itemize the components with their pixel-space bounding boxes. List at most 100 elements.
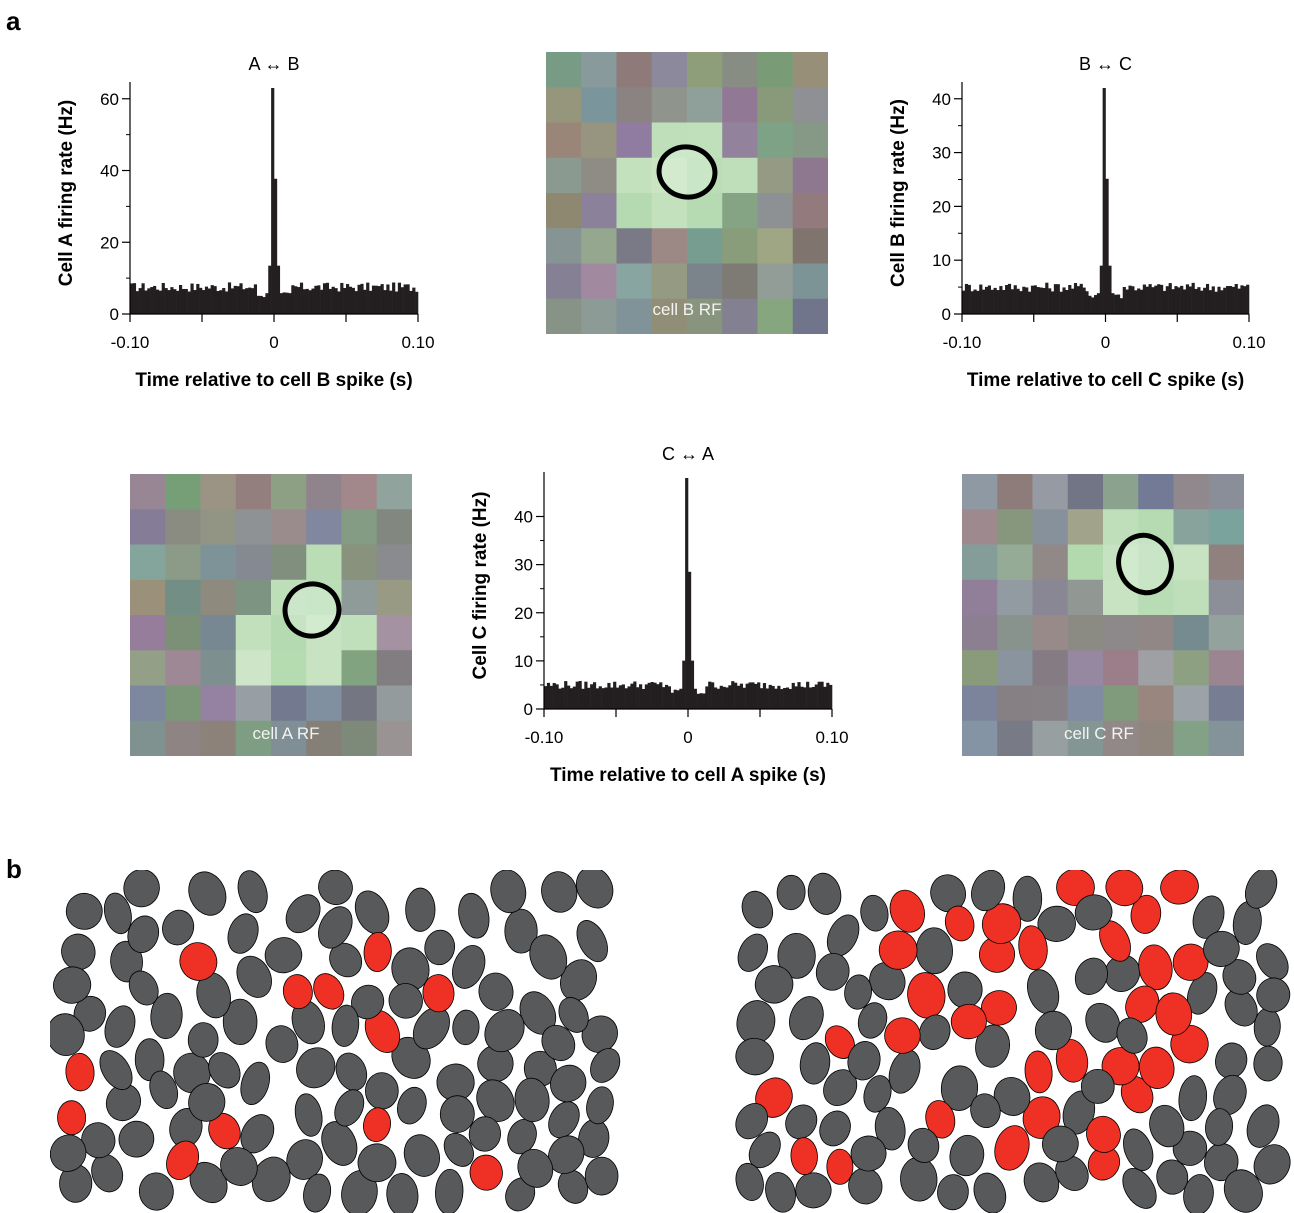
histogram-bar — [1062, 287, 1066, 314]
rf-pixel — [1032, 615, 1069, 651]
histogram-bar — [1048, 288, 1052, 314]
inactive-cell — [187, 1022, 219, 1058]
histogram-bar — [190, 283, 194, 314]
rf-pixel — [1103, 685, 1139, 722]
rf-pixel — [546, 122, 582, 159]
rf-pixel — [165, 615, 201, 651]
inactive-cell — [265, 1025, 299, 1063]
histogram-bar — [153, 285, 157, 314]
histogram-bar — [751, 682, 755, 709]
inactive-cell — [227, 913, 259, 954]
rf-pixel — [200, 650, 237, 686]
inactive-cell — [860, 894, 889, 932]
active-cell — [1056, 870, 1095, 907]
inactive-cell — [947, 971, 983, 1009]
histogram-bar — [144, 290, 148, 314]
rf-pixel — [616, 87, 653, 123]
histogram-bar — [569, 688, 574, 709]
histogram-bar — [742, 687, 746, 709]
inactive-cell — [61, 933, 96, 971]
rf-pixel — [792, 263, 828, 300]
histogram-bar — [814, 684, 818, 709]
rf-pixel — [997, 509, 1033, 545]
active-cell — [1172, 943, 1209, 981]
inactive-cell — [99, 1050, 133, 1091]
rf-pixel — [1138, 474, 1174, 510]
histogram-bar — [1091, 297, 1095, 314]
histogram-bar — [1022, 286, 1026, 314]
histogram-bar — [343, 287, 347, 314]
inactive-cell — [1074, 894, 1113, 931]
histogram-bar — [1096, 293, 1101, 314]
rf-pixel — [997, 579, 1033, 616]
histogram-bar — [1240, 285, 1244, 314]
inactive-cell — [735, 1103, 769, 1140]
rf-pixel — [1208, 650, 1244, 686]
inactive-cell — [1244, 870, 1278, 909]
inactive-cell — [504, 908, 538, 954]
inactive-cell — [403, 1134, 440, 1177]
y-tick-label: 40 — [932, 90, 951, 109]
y-tick-label: 0 — [524, 700, 533, 719]
rf-pixel — [235, 650, 272, 686]
rf-pixel — [271, 650, 307, 686]
y-tick-label: 10 — [514, 652, 533, 671]
histogram-bar — [394, 291, 399, 314]
histogram-bar — [662, 687, 666, 709]
active-cell — [889, 889, 926, 933]
inactive-cell — [321, 1121, 358, 1166]
rf-pixel — [165, 685, 201, 722]
histogram-bar — [1094, 295, 1098, 314]
rf-pixel — [722, 157, 758, 194]
histogram-bar — [1217, 286, 1221, 314]
active-cell — [469, 1154, 503, 1191]
rf-pixel — [1067, 685, 1104, 722]
rf-pixel — [341, 720, 378, 756]
rf-pixel — [651, 87, 688, 123]
histogram-bar — [1125, 289, 1129, 314]
rf-pixel — [376, 474, 412, 510]
histogram-bar — [1226, 286, 1230, 314]
rf-pixel — [235, 685, 272, 722]
inactive-cell — [1116, 1017, 1148, 1054]
x-tick-label: 0 — [683, 728, 692, 747]
histogram-bar — [377, 286, 381, 314]
inactive-cell — [949, 1134, 985, 1177]
histogram-bar — [561, 687, 565, 709]
histogram-bar — [702, 693, 706, 709]
histogram-bar — [653, 682, 657, 709]
histogram-bar — [150, 287, 154, 314]
histogram-bar — [219, 290, 223, 314]
histogram-bar — [601, 688, 605, 709]
y-tick-label: 20 — [514, 604, 533, 623]
inactive-cell — [1178, 1075, 1208, 1122]
histogram-bar — [178, 284, 183, 314]
inactive-cell — [91, 1153, 124, 1193]
histogram-bar — [1137, 288, 1141, 314]
histogram-bar — [731, 681, 735, 709]
rf-pixel — [376, 579, 412, 616]
rf-pixel — [546, 52, 582, 88]
inactive-cell — [53, 966, 92, 1004]
histogram-bar — [1111, 293, 1115, 314]
rf-pixel — [200, 615, 237, 651]
rf-pixel — [271, 685, 307, 722]
histogram-bar — [1042, 287, 1046, 314]
histogram-bar — [564, 681, 568, 709]
active-cell — [1138, 944, 1173, 991]
rf-pixel — [1208, 720, 1244, 756]
histogram-bar — [667, 686, 672, 709]
active-cell — [950, 1003, 987, 1040]
rf-pixel — [997, 544, 1033, 581]
inactive-cell — [220, 1147, 258, 1186]
active-cell — [166, 1140, 200, 1180]
rf-pixel — [997, 650, 1033, 686]
histogram-bar — [984, 286, 989, 314]
active-cell — [179, 942, 218, 981]
inactive-cell — [576, 920, 608, 963]
histogram-bar — [711, 682, 715, 709]
histogram-bar — [549, 685, 553, 709]
histogram-bar — [239, 283, 243, 314]
histogram-bar — [1220, 290, 1224, 314]
histogram-bar — [392, 282, 396, 314]
